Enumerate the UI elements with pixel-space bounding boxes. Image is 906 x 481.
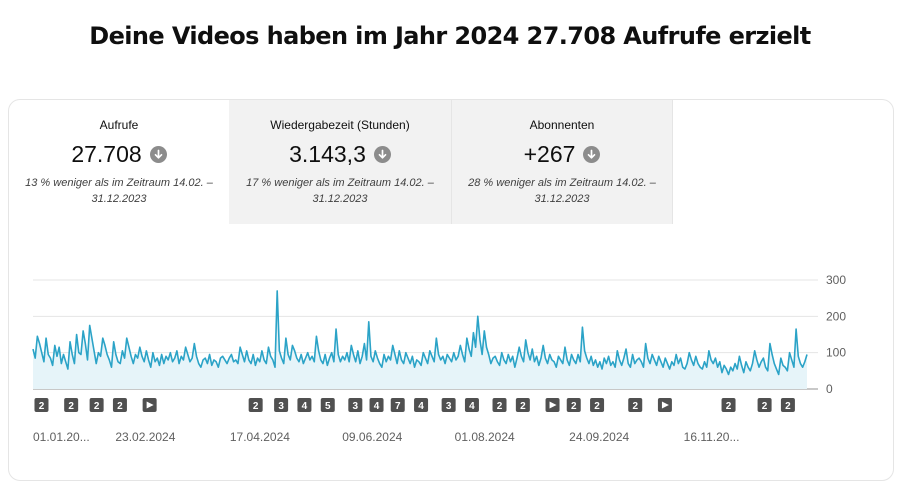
tab-comparison-note: 17 % weniger als im Zeitraum 14.02. – 31… — [246, 177, 434, 205]
upload-marker[interactable]: 3 — [348, 398, 363, 412]
upload-marker-count: 2 — [785, 401, 791, 412]
tab-value: 27.708 — [71, 140, 142, 167]
upload-marker-play[interactable] — [545, 398, 560, 412]
upload-marker[interactable]: 5 — [320, 398, 335, 412]
tab-watch-time[interactable]: Wiedergabezeit (Stunden) 3.143,3 17 % we… — [229, 100, 452, 224]
upload-marker[interactable]: 4 — [297, 398, 312, 412]
upload-marker-count: 4 — [418, 401, 424, 412]
series-area — [33, 290, 807, 389]
upload-marker-count: 3 — [353, 401, 359, 412]
y-tick-label: 0 — [826, 382, 833, 396]
upload-marker-count: 5 — [325, 401, 331, 412]
x-tick-label: 01.08.2024 — [455, 430, 515, 444]
upload-marker[interactable]: 2 — [34, 398, 49, 412]
upload-marker-play[interactable] — [142, 398, 157, 412]
x-tick-label: 09.06.2024 — [342, 430, 402, 444]
analytics-card: Aufrufe 27.708 13 % weniger als im Zeitr… — [8, 99, 894, 481]
upload-marker-count: 2 — [571, 401, 577, 412]
upload-marker-count: 2 — [594, 401, 600, 412]
upload-marker[interactable]: 4 — [414, 398, 429, 412]
tab-views[interactable]: Aufrufe 27.708 13 % weniger als im Zeitr… — [9, 100, 229, 224]
y-tick-label: 300 — [826, 273, 846, 287]
upload-marker[interactable]: 2 — [515, 398, 530, 412]
tab-label: Wiedergabezeit (Stunden) — [270, 118, 410, 132]
arrow-down-circle-icon — [149, 146, 167, 163]
upload-marker[interactable]: 2 — [757, 398, 772, 412]
page-title: Deine Videos haben im Jahr 2024 27.708 A… — [89, 22, 811, 50]
upload-marker-count: 2 — [117, 401, 123, 412]
x-tick-label: 17.04.2024 — [230, 430, 290, 444]
y-tick-label: 200 — [826, 309, 846, 323]
upload-marker[interactable]: 4 — [369, 398, 384, 412]
upload-marker-count: 2 — [762, 401, 768, 412]
tab-comparison-note: 13 % weniger als im Zeitraum 14.02. – 31… — [25, 177, 213, 205]
upload-marker[interactable]: 2 — [89, 398, 104, 412]
views-chart: 300 200 100 0 2 2 2 2 2 3 4 5 3 4 7 4 3 4 2 2 2 2 2 2 2 2 01.01.20… — [32, 273, 846, 444]
tab-comparison-note: 28 % weniger als im Zeitraum 14.02. – 31… — [468, 177, 656, 205]
upload-marker-count: 2 — [497, 401, 503, 412]
upload-marker[interactable]: 3 — [441, 398, 456, 412]
upload-marker-count: 2 — [68, 401, 74, 412]
x-tick-label: 23.02.2024 — [115, 430, 175, 444]
upload-marker-play[interactable] — [657, 398, 672, 412]
arrow-down-circle-icon — [583, 146, 601, 163]
upload-marker-count: 2 — [726, 401, 732, 412]
upload-marker-count: 7 — [395, 401, 401, 412]
upload-marker[interactable]: 2 — [721, 398, 736, 412]
upload-marker[interactable]: 2 — [780, 398, 795, 412]
upload-marker[interactable]: 7 — [390, 398, 405, 412]
upload-marker-count: 3 — [446, 401, 452, 412]
tab-value: +267 — [523, 140, 576, 167]
upload-marker-count: 2 — [253, 401, 259, 412]
upload-marker-count: 2 — [39, 401, 45, 412]
upload-marker-count: 2 — [94, 401, 100, 412]
upload-marker[interactable]: 2 — [492, 398, 507, 412]
upload-marker-count: 2 — [520, 401, 526, 412]
tab-label: Aufrufe — [99, 118, 139, 132]
x-tick-label: 01.01.20... — [33, 430, 90, 444]
upload-marker[interactable]: 2 — [248, 398, 263, 412]
series-line — [32, 290, 808, 376]
upload-marker[interactable]: 4 — [464, 398, 479, 412]
x-tick-label: 16.11.20... — [684, 430, 740, 444]
upload-marker[interactable]: 2 — [112, 398, 127, 412]
tab-label: Abonnenten — [529, 118, 595, 132]
upload-marker-count: 4 — [469, 401, 475, 412]
upload-marker[interactable]: 2 — [64, 398, 79, 412]
upload-marker[interactable]: 2 — [590, 398, 605, 412]
tab-value: 3.143,3 — [289, 140, 366, 167]
tab-subscribers[interactable]: Abonnenten +267 28 % weniger als im Zeit… — [452, 100, 673, 224]
y-tick-label: 100 — [826, 346, 846, 360]
upload-marker-count: 3 — [278, 401, 284, 412]
upload-marker-count: 4 — [374, 401, 380, 412]
play-icon — [146, 401, 154, 409]
arrow-down-circle-icon — [373, 146, 391, 163]
upload-marker[interactable]: 2 — [628, 398, 643, 412]
metric-tabs: Aufrufe 27.708 13 % weniger als im Zeitr… — [9, 100, 893, 224]
upload-marker[interactable]: 3 — [274, 398, 289, 412]
play-icon — [549, 401, 557, 409]
play-icon — [661, 401, 669, 409]
upload-marker-count: 4 — [302, 401, 308, 412]
upload-marker-count: 2 — [632, 401, 638, 412]
upload-marker[interactable]: 2 — [566, 398, 581, 412]
x-tick-label: 24.09.2024 — [569, 430, 629, 444]
